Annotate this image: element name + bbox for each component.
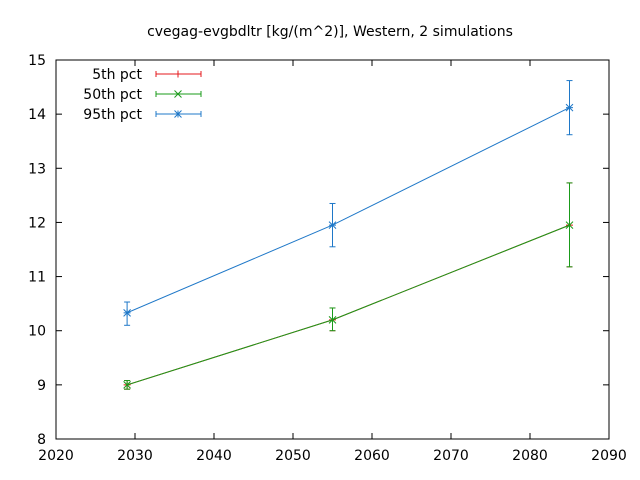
chart-title: cvegag-evgbdltr [kg/(m^2)], Western, 2 s… xyxy=(147,24,513,40)
legend-entry-3: 95th pct xyxy=(83,107,202,123)
plot-frame xyxy=(55,59,610,440)
x-tick-label: 2060 xyxy=(354,448,390,464)
y-tick-label: 13 xyxy=(28,161,46,177)
legend-label: 5th pct xyxy=(92,67,142,83)
series-line xyxy=(126,224,570,386)
x-tick-label: 2090 xyxy=(591,448,627,464)
axes: 2020 2030 2040 2050 2060 2070 2080 2090 8 9 10 11 12… xyxy=(28,53,627,464)
y-tick-label: 9 xyxy=(37,378,46,394)
y-tick-label: 12 xyxy=(28,215,46,231)
legend-entry-1: 5th pct xyxy=(92,67,202,83)
series-3 xyxy=(123,80,574,326)
y-tick-label: 10 xyxy=(28,324,46,340)
x-tick-label: 2050 xyxy=(275,448,311,464)
data-point xyxy=(123,308,131,317)
legend-marker xyxy=(174,110,182,118)
data-point xyxy=(328,221,337,229)
data-point xyxy=(565,103,574,112)
series-layer xyxy=(123,80,574,390)
series-line xyxy=(126,107,570,314)
y-tick-label: 8 xyxy=(37,432,46,448)
x-tick-label: 2020 xyxy=(38,448,74,464)
y-tick-label: 15 xyxy=(28,53,46,69)
x-tick-label: 2040 xyxy=(196,448,232,464)
legend-entry-2: 50th pct xyxy=(83,87,202,103)
x-tick-label: 2030 xyxy=(117,448,153,464)
legend-label: 50th pct xyxy=(83,87,142,103)
legend-marker xyxy=(174,70,182,78)
series-2 xyxy=(123,182,574,390)
legend-label: 95th pct xyxy=(83,107,142,123)
legend: 5th pct 50th pct 95th pct xyxy=(83,67,202,123)
data-point xyxy=(565,221,574,229)
x-tick-label: 2080 xyxy=(512,448,548,464)
y-tick-label: 11 xyxy=(28,270,46,286)
x-tick-label: 2070 xyxy=(433,448,469,464)
y-tick-label: 14 xyxy=(28,107,46,123)
series-line xyxy=(126,224,570,386)
data-point xyxy=(328,316,337,324)
legend-marker xyxy=(174,90,182,98)
data-point xyxy=(123,381,131,389)
